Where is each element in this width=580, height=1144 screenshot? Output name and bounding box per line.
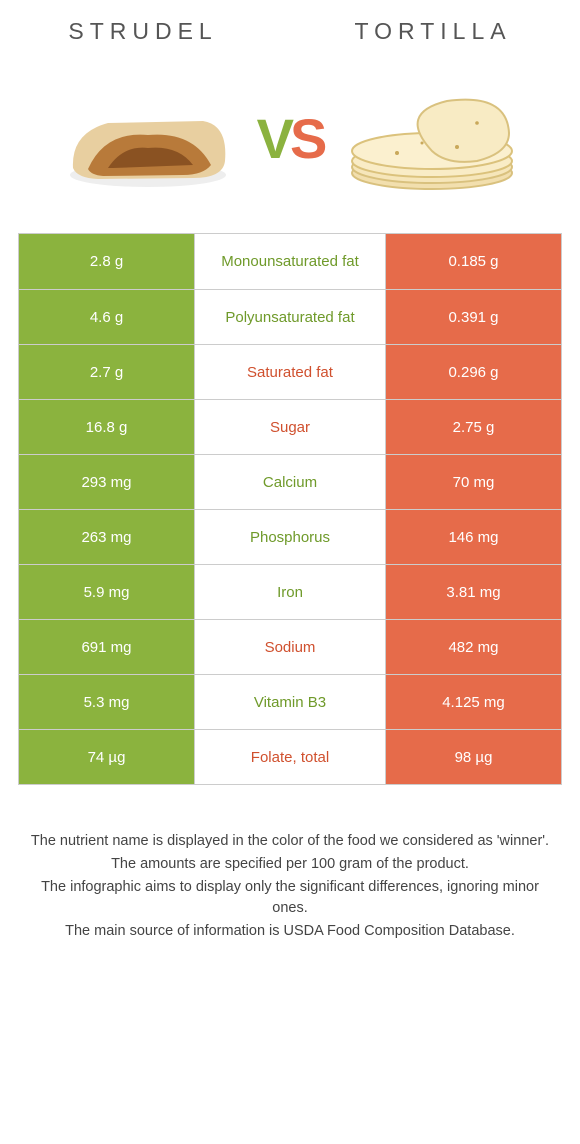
value-left: 16.8 g — [19, 400, 194, 454]
value-right: 70 mg — [386, 455, 561, 509]
title-right: Tortilla — [355, 18, 512, 45]
value-left: 293 mg — [19, 455, 194, 509]
nutrient-name: Sugar — [194, 400, 386, 454]
value-right: 0.185 g — [386, 234, 561, 289]
footer-line: The amounts are specified per 100 gram o… — [30, 854, 550, 875]
value-right: 482 mg — [386, 620, 561, 674]
table-row: 2.8 gMonounsaturated fat0.185 g — [19, 234, 561, 289]
table-row: 293 mgCalcium70 mg — [19, 454, 561, 509]
vs-label: VS — [257, 106, 324, 171]
value-left: 2.8 g — [19, 234, 194, 289]
table-row: 16.8 gSugar2.75 g — [19, 399, 561, 454]
strudel-image — [53, 73, 243, 203]
value-right: 0.296 g — [386, 345, 561, 399]
table-row: 263 mgPhosphorus146 mg — [19, 509, 561, 564]
nutrient-name: Phosphorus — [194, 510, 386, 564]
nutrient-name: Sodium — [194, 620, 386, 674]
nutrient-name: Iron — [194, 565, 386, 619]
table-row: 4.6 gPolyunsaturated fat0.391 g — [19, 289, 561, 344]
value-left: 5.9 mg — [19, 565, 194, 619]
comparison-table: 2.8 gMonounsaturated fat0.185 g4.6 gPoly… — [18, 233, 562, 785]
footer-notes: The nutrient name is displayed in the co… — [0, 785, 580, 942]
table-row: 74 µgFolate, total98 µg — [19, 729, 561, 784]
footer-line: The nutrient name is displayed in the co… — [30, 831, 550, 852]
value-right: 4.125 mg — [386, 675, 561, 729]
images-row: VS — [0, 53, 580, 233]
tortilla-image — [337, 73, 527, 203]
value-right: 98 µg — [386, 730, 561, 784]
footer-line: The main source of information is USDA F… — [30, 921, 550, 942]
nutrient-name: Polyunsaturated fat — [194, 290, 386, 344]
value-left: 263 mg — [19, 510, 194, 564]
nutrient-name: Saturated fat — [194, 345, 386, 399]
table-row: 2.7 gSaturated fat0.296 g — [19, 344, 561, 399]
footer-line: The infographic aims to display only the… — [30, 877, 550, 919]
value-left: 2.7 g — [19, 345, 194, 399]
value-left: 74 µg — [19, 730, 194, 784]
nutrient-name: Calcium — [194, 455, 386, 509]
table-row: 691 mgSodium482 mg — [19, 619, 561, 674]
value-left: 4.6 g — [19, 290, 194, 344]
value-right: 146 mg — [386, 510, 561, 564]
nutrient-name: Vitamin B3 — [194, 675, 386, 729]
value-right: 2.75 g — [386, 400, 561, 454]
value-left: 691 mg — [19, 620, 194, 674]
table-row: 5.3 mgVitamin B34.125 mg — [19, 674, 561, 729]
value-left: 5.3 mg — [19, 675, 194, 729]
nutrient-name: Monounsaturated fat — [194, 234, 386, 289]
value-right: 0.391 g — [386, 290, 561, 344]
title-left: Strudel — [68, 18, 217, 45]
header: Strudel Tortilla — [0, 0, 580, 53]
value-right: 3.81 mg — [386, 565, 561, 619]
nutrient-name: Folate, total — [194, 730, 386, 784]
table-row: 5.9 mgIron3.81 mg — [19, 564, 561, 619]
